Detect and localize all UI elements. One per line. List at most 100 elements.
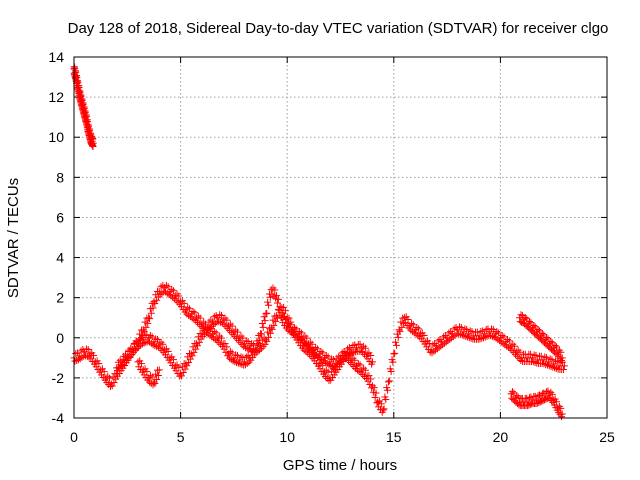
data-point	[377, 400, 385, 408]
data-point	[535, 399, 543, 407]
data-point	[266, 329, 274, 337]
data-point	[468, 327, 476, 335]
data-point	[409, 321, 417, 329]
data-point	[76, 355, 84, 363]
x-tick-label: 0	[70, 429, 78, 445]
data-point	[239, 354, 247, 362]
data-point	[232, 351, 240, 359]
data-point	[317, 348, 325, 356]
data-point	[480, 334, 488, 342]
data-point	[189, 307, 197, 315]
data-point	[297, 336, 305, 344]
x-tick-label: 25	[599, 429, 615, 445]
data-point	[432, 346, 440, 354]
data-point	[304, 349, 312, 357]
data-point	[116, 356, 124, 364]
data-point	[528, 354, 536, 362]
data-point	[127, 344, 135, 352]
data-point	[516, 318, 524, 326]
data-point	[366, 381, 374, 389]
data-point	[464, 333, 472, 341]
data-point	[73, 73, 81, 81]
data-point	[281, 307, 289, 315]
y-tick-label: 10	[48, 129, 64, 145]
data-point	[540, 360, 548, 368]
data-point	[482, 325, 490, 333]
data-point	[144, 319, 152, 327]
data-point	[223, 343, 231, 351]
data-point	[463, 325, 471, 333]
data-point	[192, 345, 200, 353]
data-point	[511, 342, 519, 350]
data-point	[209, 334, 217, 342]
data-point	[217, 311, 225, 319]
data-point	[526, 401, 534, 409]
data-point	[493, 327, 501, 335]
data-point	[553, 398, 561, 406]
data-point	[517, 311, 525, 319]
data-point	[228, 349, 236, 357]
data-point	[543, 388, 551, 396]
data-point	[138, 360, 146, 368]
data-point	[436, 336, 444, 344]
data-point	[271, 286, 279, 294]
data-point	[328, 355, 336, 363]
data-point	[371, 394, 379, 402]
data-point	[285, 314, 293, 322]
x-tick-label: 15	[386, 429, 402, 445]
data-point	[185, 311, 193, 319]
data-point	[442, 338, 450, 346]
data-point	[218, 319, 226, 327]
data-point	[466, 327, 474, 335]
data-point	[221, 340, 229, 348]
data-point	[152, 335, 160, 343]
data-point	[385, 377, 393, 385]
data-point	[223, 316, 231, 324]
data-point	[233, 358, 241, 366]
data-point	[541, 353, 549, 361]
data-point	[441, 332, 449, 340]
data-point	[557, 404, 565, 412]
series-late-upper-branch	[516, 311, 566, 364]
data-point	[215, 318, 223, 326]
data-point	[500, 333, 508, 341]
data-point	[266, 293, 274, 301]
data-point	[147, 339, 155, 347]
data-point	[300, 346, 308, 354]
data-point	[465, 334, 473, 342]
data-point	[151, 342, 159, 350]
data-point	[175, 292, 183, 300]
data-point	[560, 362, 568, 370]
data-point	[276, 303, 284, 311]
data-point	[440, 333, 448, 341]
data-point	[521, 313, 529, 321]
y-tick-label: 14	[48, 49, 64, 65]
data-point	[151, 380, 159, 388]
data-point	[407, 326, 415, 334]
data-point	[169, 287, 177, 295]
data-point	[553, 351, 561, 359]
data-point	[292, 327, 300, 335]
data-point	[234, 359, 242, 367]
data-point	[514, 393, 522, 401]
data-point	[303, 341, 311, 349]
data-point	[303, 334, 311, 342]
data-point	[236, 360, 244, 368]
data-point	[151, 300, 159, 308]
data-point	[530, 321, 538, 329]
data-point	[265, 301, 273, 309]
data-point	[532, 352, 540, 360]
data-point	[392, 338, 400, 346]
data-point	[146, 378, 154, 386]
data-point	[392, 341, 400, 349]
data-point	[274, 295, 282, 303]
data-point	[180, 299, 188, 307]
data-point	[280, 303, 288, 311]
data-point	[185, 305, 193, 313]
data-point	[348, 349, 356, 357]
data-point	[361, 366, 369, 374]
data-point	[495, 329, 503, 337]
y-tick-label: 6	[56, 209, 64, 225]
data-point	[287, 318, 295, 326]
data-point	[498, 332, 506, 340]
